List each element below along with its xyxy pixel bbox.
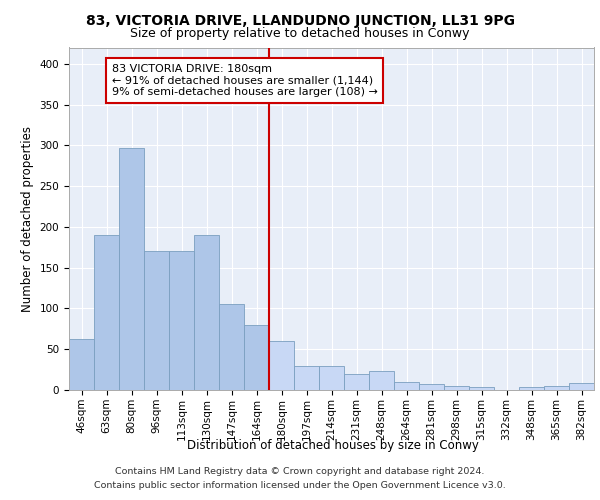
Bar [94,235,119,390]
Bar [219,304,244,390]
Text: Distribution of detached houses by size in Conwy: Distribution of detached houses by size … [187,440,479,452]
Bar [444,386,469,390]
Bar [294,366,319,390]
Bar [544,386,569,390]
Bar [194,235,219,390]
Bar [519,386,544,390]
Bar [469,386,494,390]
Text: Contains HM Land Registry data © Crown copyright and database right 2024.: Contains HM Land Registry data © Crown c… [115,467,485,476]
Y-axis label: Number of detached properties: Number of detached properties [21,126,34,312]
Bar [119,148,144,390]
Bar [569,384,594,390]
Bar [69,338,94,390]
Bar [169,252,194,390]
Bar [144,252,169,390]
Text: 83, VICTORIA DRIVE, LLANDUDNO JUNCTION, LL31 9PG: 83, VICTORIA DRIVE, LLANDUDNO JUNCTION, … [86,14,515,28]
Bar [244,325,269,390]
Text: 83 VICTORIA DRIVE: 180sqm
← 91% of detached houses are smaller (1,144)
9% of sem: 83 VICTORIA DRIVE: 180sqm ← 91% of detac… [112,64,377,97]
Bar [419,384,444,390]
Text: Size of property relative to detached houses in Conwy: Size of property relative to detached ho… [130,28,470,40]
Bar [344,374,369,390]
Bar [369,371,394,390]
Bar [269,341,294,390]
Bar [319,366,344,390]
Text: Contains public sector information licensed under the Open Government Licence v3: Contains public sector information licen… [94,481,506,490]
Bar [394,382,419,390]
